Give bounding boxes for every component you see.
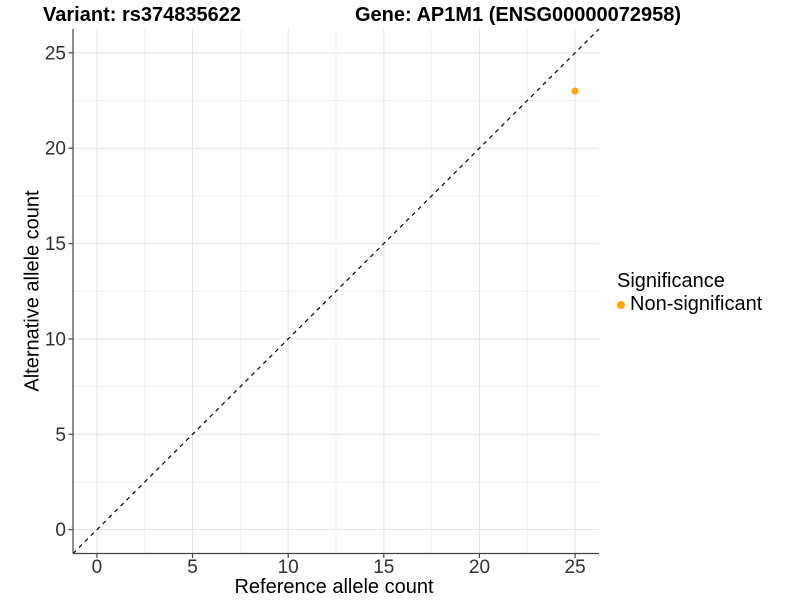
x-tick-label: 5	[187, 557, 198, 578]
identity-dashed-line	[72, 28, 600, 554]
x-tick-label: 0	[92, 557, 103, 578]
x-tick-label: 15	[373, 557, 394, 578]
x-tick-label: 25	[565, 557, 586, 578]
gene-title: Gene: AP1M1 (ENSG00000072958)	[354, 4, 682, 26]
legend-title: Significance	[617, 270, 725, 292]
x-tick-label: 20	[469, 557, 490, 578]
x-axis-title: Reference allele count	[234, 576, 434, 598]
variant-title: Variant: rs374835622	[43, 4, 241, 26]
y-axis-title: Alternative allele count	[21, 190, 44, 392]
legend-marker-circle-icon	[617, 300, 625, 309]
y-tick-label: 5	[55, 425, 66, 446]
y-tick-label: 20	[45, 139, 66, 160]
y-tick-label: 15	[45, 234, 66, 255]
data-point	[571, 87, 579, 95]
x-tick-label: 10	[278, 557, 299, 578]
y-tick-label: 0	[55, 520, 66, 541]
legend-item: Non-significant	[617, 294, 762, 315]
y-tick-label: 25	[45, 43, 66, 64]
y-tick-label: 10	[45, 329, 66, 350]
legend-item-label: Non-significant	[630, 293, 763, 315]
legend: Significance Non-significant	[617, 271, 762, 315]
